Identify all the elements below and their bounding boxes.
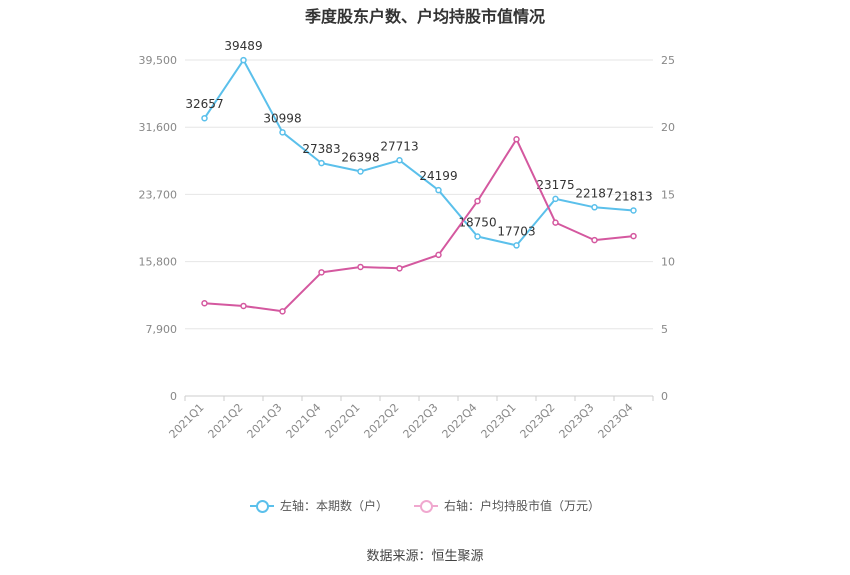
- right-tick-label: 15: [661, 188, 675, 201]
- data-label: 24199: [419, 169, 457, 183]
- x-tick-label: 2022Q1: [323, 401, 363, 441]
- data-label: 17703: [497, 224, 535, 238]
- left-tick-label: 15,800: [139, 256, 178, 269]
- x-tick-label: 2022Q4: [440, 401, 480, 441]
- series-line-1: [204, 138, 634, 313]
- data-point-1: [201, 300, 208, 307]
- source-note: 数据来源：恒生聚源: [366, 549, 484, 564]
- data-point-0: [318, 159, 325, 167]
- right-tick-label: 0: [661, 390, 668, 403]
- data-point-0: [552, 195, 559, 203]
- data-label: 22187: [575, 186, 613, 200]
- data-point-0: [474, 233, 481, 240]
- left-tick-label: 23,700: [139, 188, 178, 201]
- x-tick-label: 2023Q2: [518, 401, 558, 441]
- chart-title: 季度股东户数、户均持股市值情况: [304, 7, 545, 26]
- data-point-1: [474, 197, 481, 205]
- legend-swatch-households: [249, 499, 274, 513]
- x-tick-label: 2022Q2: [362, 401, 402, 441]
- data-label: 21813: [614, 189, 652, 203]
- data-label: 30998: [263, 111, 301, 125]
- left-tick-label: 0: [170, 390, 177, 403]
- legend-swatch-avg-value: [414, 499, 438, 513]
- data-label: 39489: [224, 39, 262, 53]
- data-point-1: [513, 136, 520, 143]
- data-point-1: [630, 232, 637, 240]
- data-point-1: [552, 219, 559, 226]
- data-label: 32657: [185, 97, 223, 111]
- data-point-1: [279, 308, 286, 315]
- data-point-1: [318, 269, 325, 276]
- data-point-0: [591, 204, 598, 211]
- right-tick-label: 20: [661, 121, 675, 134]
- x-tick-label: 2022Q3: [401, 401, 441, 441]
- x-tick-label: 2021Q2: [206, 401, 246, 441]
- x-tick-label: 2021Q3: [245, 401, 285, 441]
- data-label: 23175: [536, 178, 574, 192]
- data-point-0: [630, 207, 637, 214]
- data-point-1: [591, 236, 598, 244]
- data-point-1: [435, 251, 442, 259]
- right-tick-label: 10: [661, 256, 675, 269]
- data-point-1: [240, 302, 247, 310]
- legend-item-households[interactable]: 左轴：本期数（户）: [249, 497, 388, 514]
- left-tick-label: 39,500: [139, 54, 178, 67]
- data-point-0: [240, 56, 247, 64]
- x-tick-label: 2023Q4: [596, 401, 636, 441]
- x-tick-label: 2023Q3: [557, 401, 597, 441]
- data-point-0: [513, 242, 520, 249]
- right-tick-label: 25: [661, 54, 675, 67]
- data-point-0: [357, 168, 364, 175]
- legend-item-avg-value[interactable]: 右轴：户均持股市值（万元）: [414, 497, 600, 514]
- legend-label-avg-value: 右轴：户均持股市值（万元）: [444, 499, 601, 513]
- data-point-0: [435, 186, 442, 194]
- data-point-0: [396, 157, 403, 164]
- left-tick-label: 7,900: [146, 323, 178, 336]
- legend: 左轴：本期数（户） 右轴：户均持股市值（万元）: [0, 497, 850, 514]
- right-tick-label: 5: [661, 323, 668, 336]
- legend-label-households: 左轴：本期数（户）: [279, 499, 388, 513]
- data-point-1: [357, 263, 364, 271]
- series-line-0: [203, 59, 634, 247]
- data-label: 18750: [458, 216, 496, 230]
- x-tick-label: 2021Q1: [167, 401, 207, 441]
- data-point-0: [279, 129, 286, 136]
- left-tick-label: 31,600: [139, 121, 178, 134]
- data-label: 27713: [380, 139, 418, 153]
- data-point-0: [201, 114, 208, 122]
- data-label: 27383: [302, 142, 340, 156]
- data-point-1: [396, 265, 403, 272]
- x-tick-label: 2023Q1: [479, 401, 519, 441]
- data-label: 26398: [341, 150, 379, 164]
- x-tick-label: 2021Q4: [284, 401, 324, 441]
